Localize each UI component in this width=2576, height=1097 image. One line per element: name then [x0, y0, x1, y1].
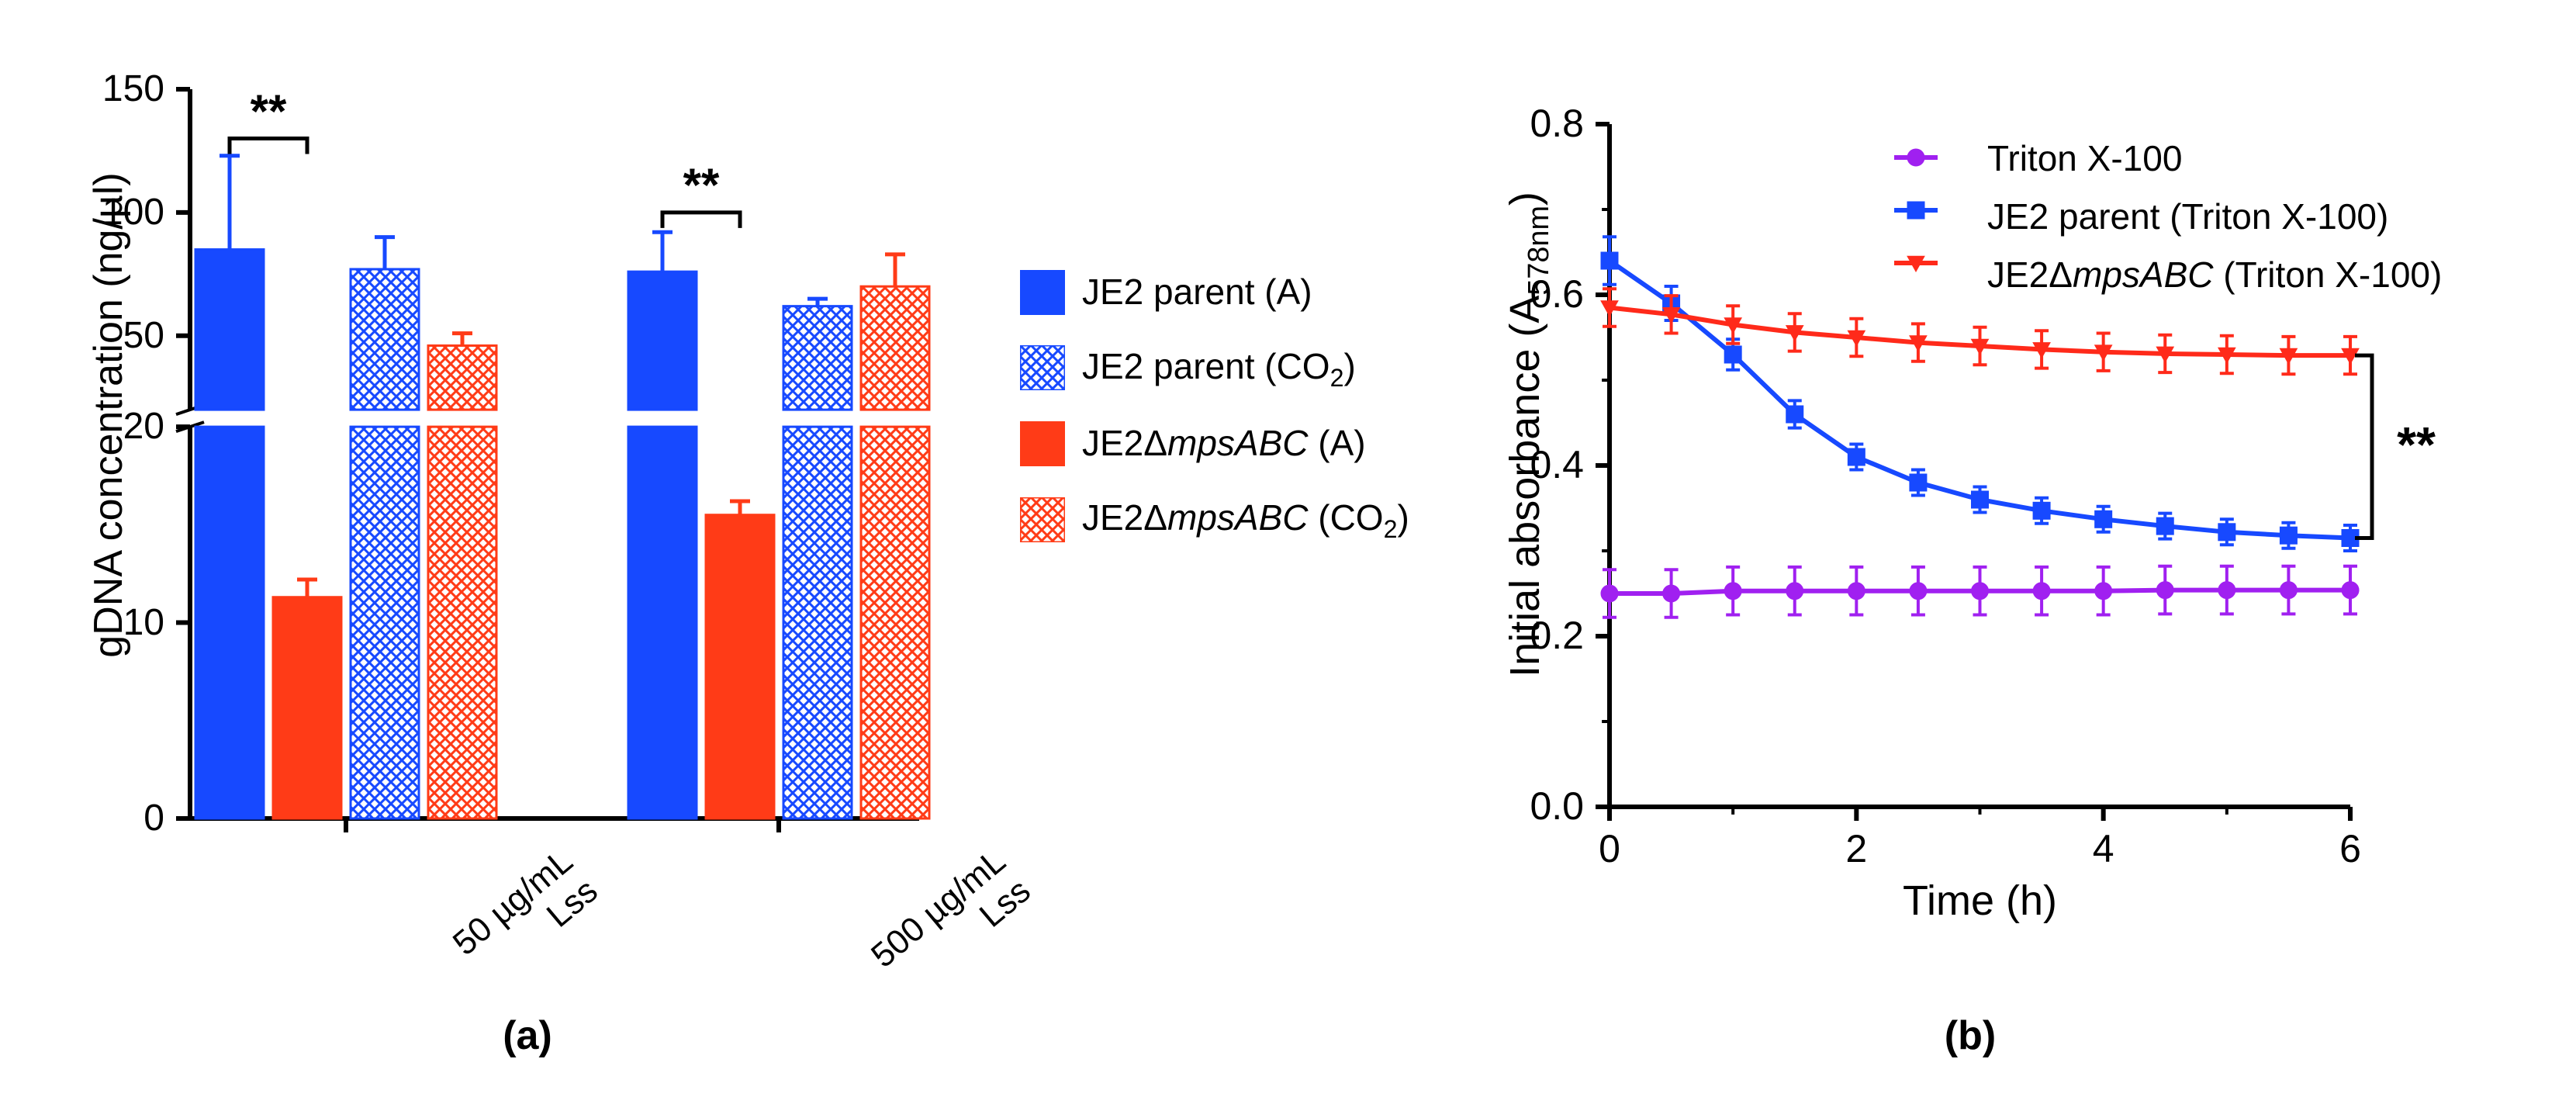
panel-b-label: (b): [1924, 1012, 2017, 1059]
legend-item-triton: Triton X-100: [1987, 132, 2442, 185]
significance-stars: **: [670, 158, 732, 212]
significance-stars: **: [237, 85, 299, 138]
panel-b-legend: Triton X-100 JE2 parent (Triton X-100) J…: [1987, 132, 2442, 306]
panel-a-label: (a): [481, 1012, 574, 1059]
legend-item-je2m-triton: JE2ΔmpsABC (Triton X-100): [1987, 248, 2442, 302]
panel-b-x-axis-title: Time (h): [1610, 877, 2350, 925]
legend-item-je2-triton: JE2 parent (Triton X-100): [1987, 190, 2442, 244]
significance-stars: **: [2381, 416, 2451, 473]
